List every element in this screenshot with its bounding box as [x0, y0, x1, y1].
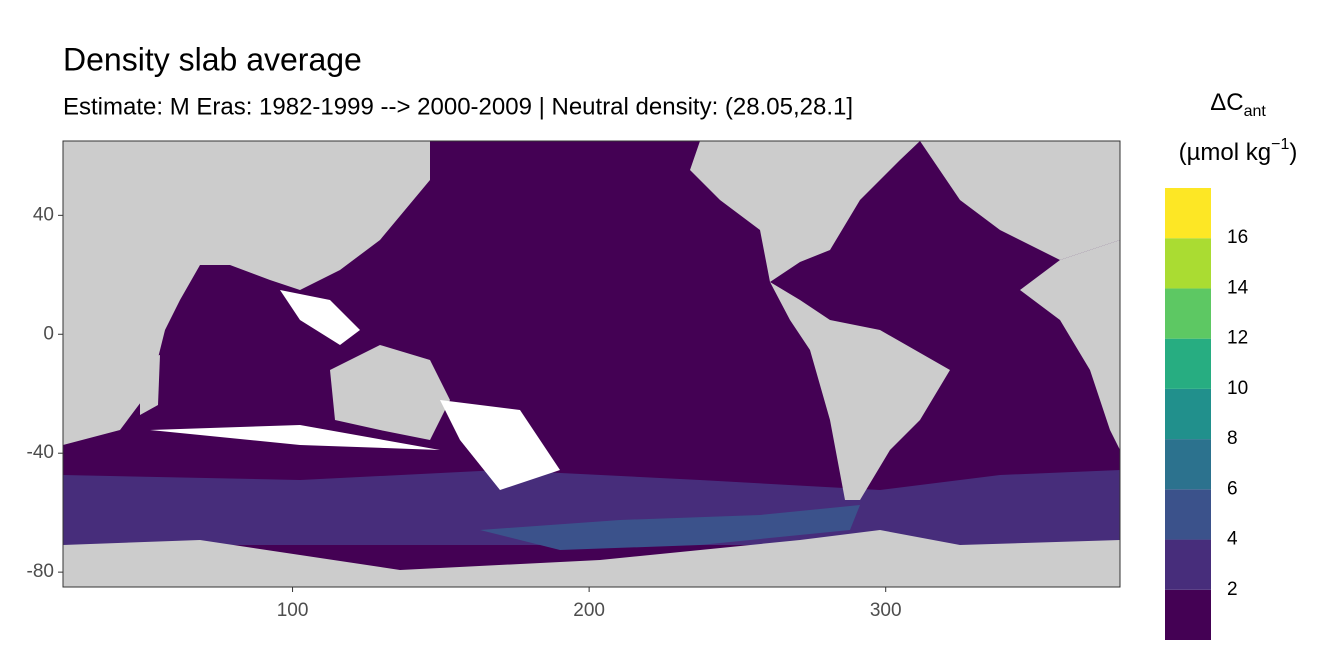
legend-label: 2 — [1227, 579, 1238, 600]
y-tick-label: 40 — [33, 204, 54, 225]
land — [63, 141, 1120, 587]
legend-title: ΔCant — [1210, 89, 1266, 120]
legend-title-sub: ant — [1244, 103, 1267, 120]
legend-unit-end: ) — [1289, 139, 1297, 166]
y-tick-label: 0 — [43, 323, 54, 344]
legend-label: 4 — [1227, 529, 1238, 550]
chart-title: Density slab average — [63, 41, 362, 77]
legend-title-main: ΔC — [1210, 89, 1243, 116]
chart-subtitle: Estimate: M Eras: 1982-1999 --> 2000-200… — [63, 93, 853, 120]
x-tick-label: 100 — [277, 600, 309, 621]
legend-swatch — [1165, 539, 1211, 590]
legend-swatch — [1165, 338, 1211, 389]
legend-swatch — [1165, 188, 1211, 239]
y-tick-label: -40 — [27, 442, 54, 463]
legend-unit-main: (µmol kg — [1179, 139, 1272, 166]
legend-unit: (µmol kg−1) — [1179, 136, 1298, 166]
x-tick-label: 200 — [573, 600, 605, 621]
legend-swatch — [1165, 439, 1211, 490]
x-tick-label: 300 — [870, 600, 902, 621]
legend-label: 10 — [1227, 378, 1248, 399]
legend-swatch — [1165, 388, 1211, 440]
legend-unit-sup: −1 — [1271, 136, 1289, 153]
legend-swatch — [1165, 489, 1211, 540]
legend-swatch — [1165, 589, 1211, 640]
panel-border — [62, 140, 1121, 588]
legend-label: 14 — [1227, 277, 1249, 298]
y-tick-label: -80 — [27, 561, 54, 582]
map-panel — [62, 140, 1121, 588]
legend-swatch — [1165, 288, 1211, 339]
legend-label: 6 — [1227, 478, 1238, 499]
legend-swatch — [1165, 238, 1211, 289]
missing-data — [150, 290, 560, 490]
legend-label: 12 — [1227, 328, 1248, 349]
legend-label: 16 — [1227, 227, 1248, 248]
southern-ocean — [480, 505, 860, 550]
legend-label: 8 — [1227, 428, 1238, 449]
